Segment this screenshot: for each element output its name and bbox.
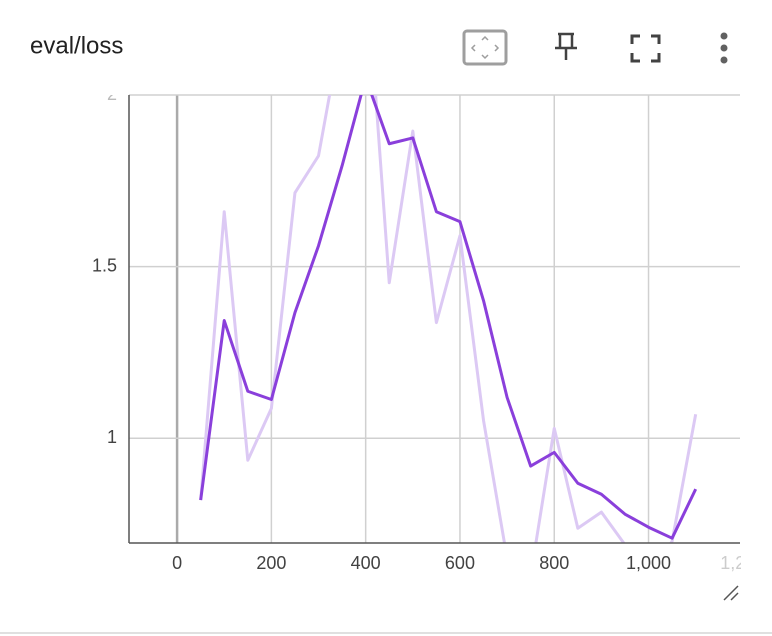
series-line — [199, 95, 698, 543]
x-tick-label: 1,200 — [720, 553, 765, 573]
pin-button[interactable] — [555, 32, 577, 60]
y-tick-label: 2 — [107, 84, 117, 104]
menu-button[interactable] — [720, 32, 728, 64]
fit-domain-button[interactable] — [462, 29, 508, 66]
x-tick-label: 1,000 — [626, 553, 671, 573]
fullscreen-button[interactable] — [630, 34, 661, 63]
x-tick-label: 400 — [351, 553, 381, 573]
chart-title: eval/loss — [30, 32, 123, 59]
resize-handle[interactable] — [723, 585, 739, 601]
y-tick-label: 1.5 — [92, 255, 117, 275]
x-tick-label: 0 — [172, 553, 182, 573]
series-line — [199, 95, 698, 540]
x-tick-label: 800 — [539, 553, 569, 573]
y-tick-label: 1 — [107, 427, 117, 447]
x-tick-label: 600 — [445, 553, 475, 573]
x-tick-label: 200 — [256, 553, 286, 573]
